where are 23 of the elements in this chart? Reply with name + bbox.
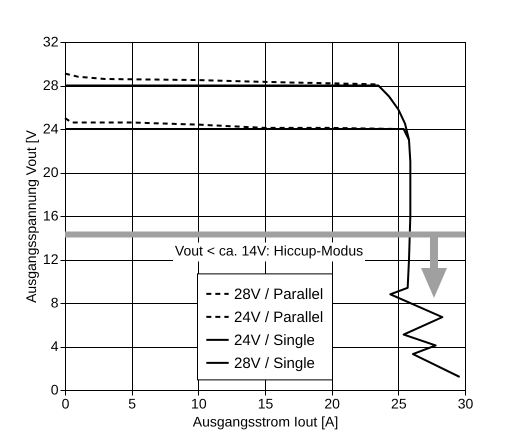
y-tick-label: 24 <box>42 120 59 136</box>
y-tick-label: 32 <box>42 34 59 50</box>
ref-line-label: Vout < ca. 14V: Hiccup-Modus <box>174 242 364 258</box>
legend-label: 24V / Single <box>234 332 315 349</box>
x-tick-label: 10 <box>191 396 207 412</box>
y-tick-label: 8 <box>50 294 59 310</box>
legend-label: 28V / Single <box>234 354 315 372</box>
x-axis-title: Ausgangsstrom Iout [A] <box>192 414 338 430</box>
y-tick-label: 20 <box>42 164 59 180</box>
y-tick-label: 0 <box>50 382 59 398</box>
y-tick-label: 28 <box>42 77 59 93</box>
x-tick-label: 0 <box>62 396 70 412</box>
legend-label: 28V / Parallel <box>234 286 324 303</box>
x-tick-label: 20 <box>324 396 340 412</box>
x-tick-label: 15 <box>258 396 274 412</box>
y-axis-title: Ausgangsspannung Vout [V <box>22 129 39 303</box>
y-tick-label: 4 <box>50 338 59 354</box>
y-tick-label: 12 <box>42 251 59 267</box>
x-tick-label: 30 <box>458 396 474 412</box>
legend-label: 24V / Parallel <box>234 308 324 326</box>
x-tick-label: 25 <box>391 396 407 412</box>
x-tick-label: 5 <box>128 396 136 412</box>
y-tick-label: 16 <box>42 208 59 224</box>
